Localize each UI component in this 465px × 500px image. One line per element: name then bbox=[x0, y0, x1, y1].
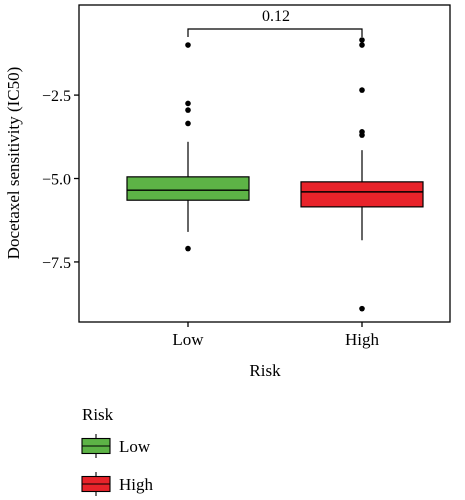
legend: Risk Low High bbox=[81, 405, 154, 496]
boxes-layer bbox=[126, 141, 424, 241]
outlier-point bbox=[185, 120, 191, 127]
outlier-point bbox=[359, 132, 365, 138]
outlier-point bbox=[359, 37, 365, 43]
outlier-point bbox=[185, 42, 191, 48]
box-low bbox=[126, 141, 250, 232]
legend-items: Low High bbox=[81, 434, 154, 496]
legend-title: Risk bbox=[82, 405, 114, 424]
y-tick-label: −5.0 bbox=[42, 172, 71, 189]
box-high bbox=[300, 150, 424, 241]
x-tick-label: High bbox=[345, 330, 380, 349]
outlier-point bbox=[359, 87, 365, 93]
outlier-point bbox=[185, 245, 191, 252]
box-iqr bbox=[126, 176, 250, 201]
x-tick-label: Low bbox=[172, 330, 204, 349]
legend-item-high: High bbox=[81, 472, 154, 496]
y-axis-label: Docetaxel sensitivity (IC50) bbox=[4, 67, 23, 260]
legend-label: Low bbox=[119, 437, 151, 456]
x-axis: Low High bbox=[172, 322, 380, 349]
outlier-point bbox=[359, 42, 365, 48]
legend-item-low: Low bbox=[81, 434, 151, 458]
outlier-point bbox=[185, 107, 191, 113]
outlier-point bbox=[359, 305, 365, 312]
p-value-label: 0.12 bbox=[262, 8, 290, 25]
bracket-line bbox=[187, 28, 363, 37]
y-axis: −2.5 −5.0 −7.5 bbox=[42, 88, 79, 272]
legend-label: High bbox=[119, 475, 154, 494]
x-axis-label: Risk bbox=[249, 361, 281, 380]
comparison-bracket: 0.12 bbox=[187, 8, 363, 37]
box-iqr bbox=[300, 181, 424, 208]
y-tick-label: −7.5 bbox=[42, 255, 71, 272]
outliers-layer bbox=[185, 37, 365, 312]
outlier-point bbox=[185, 100, 191, 107]
plot-panel: 0.12 bbox=[78, 4, 451, 323]
plot-border bbox=[78, 4, 451, 323]
y-tick-label: −2.5 bbox=[42, 88, 71, 105]
